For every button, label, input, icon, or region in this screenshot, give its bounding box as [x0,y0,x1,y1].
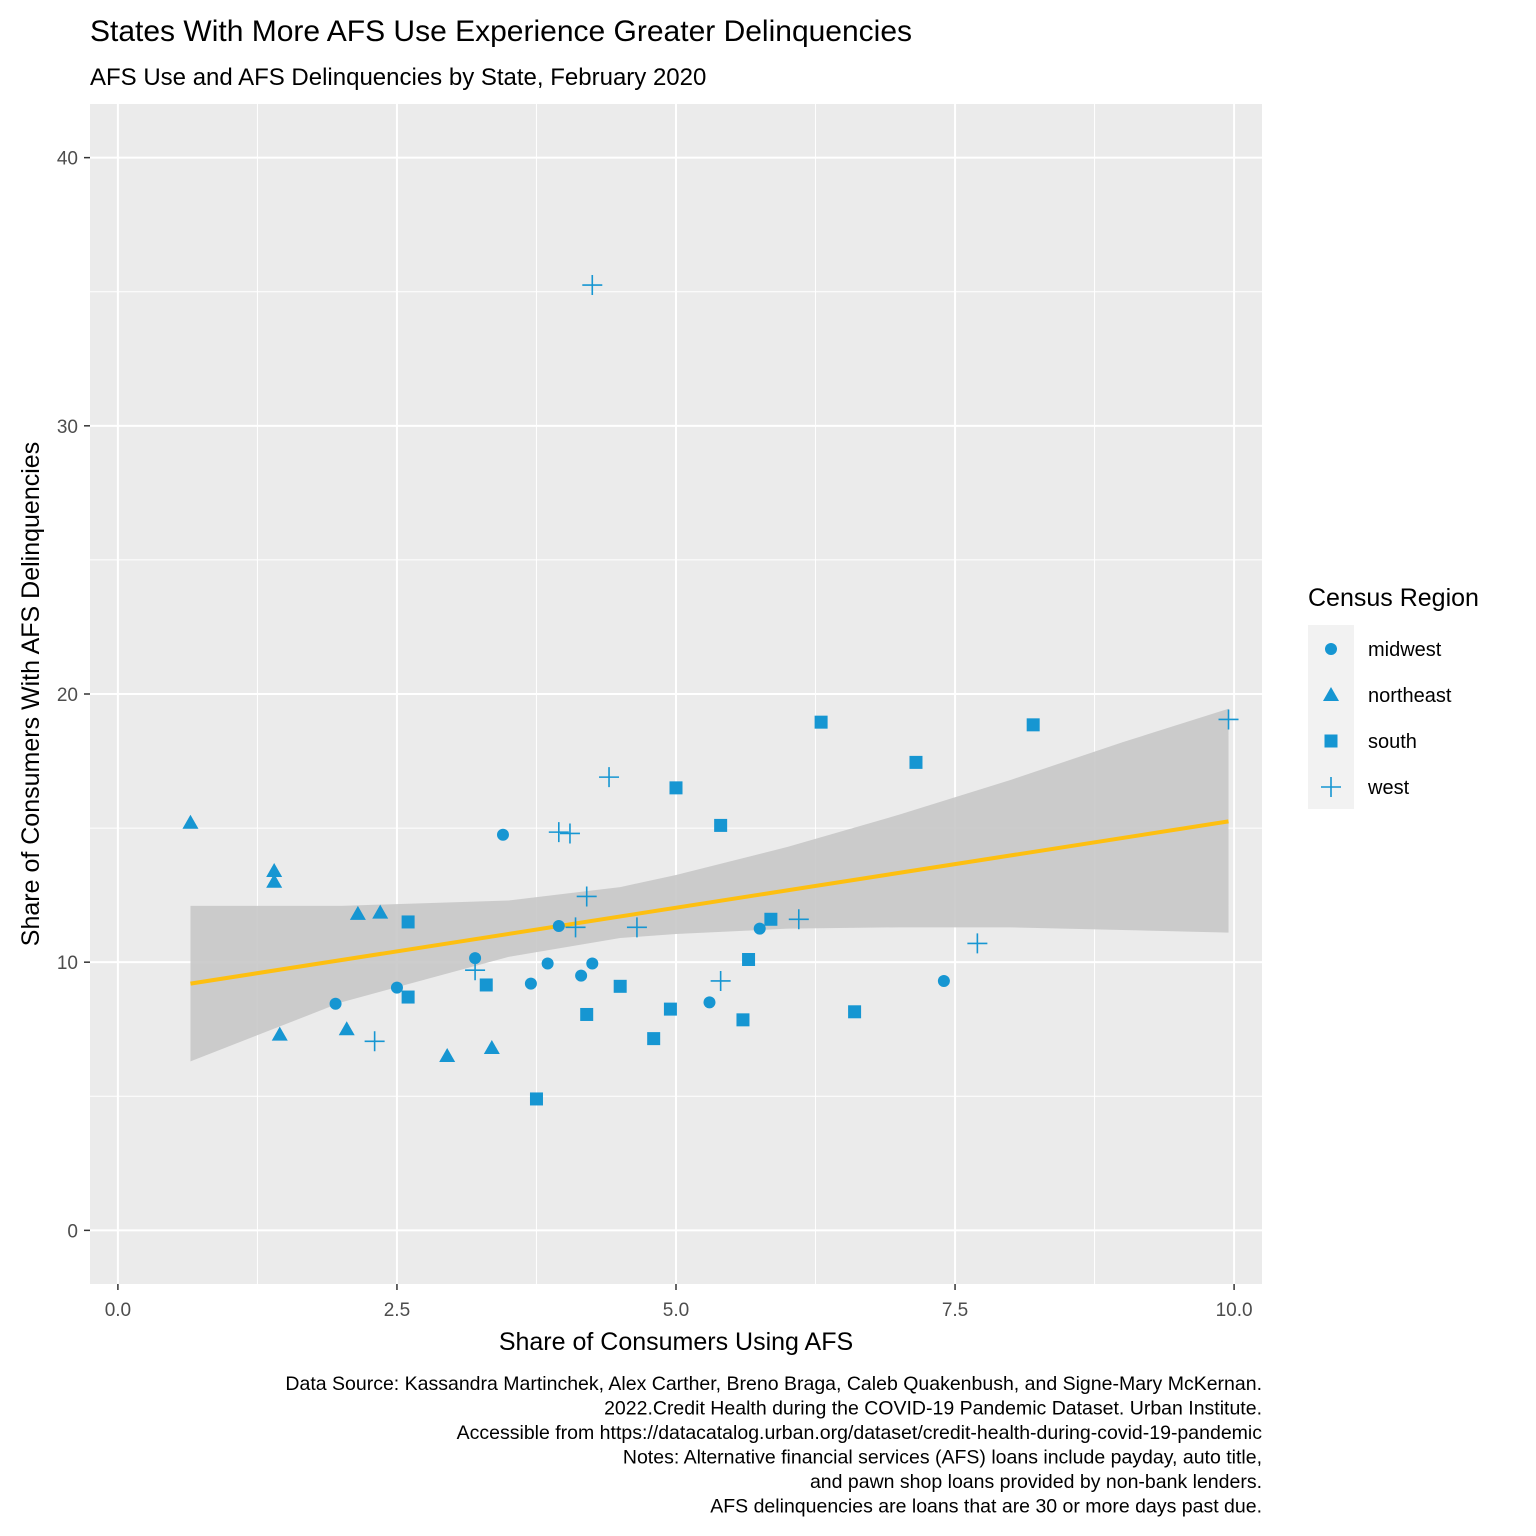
chart-title: States With More AFS Use Experience Grea… [90,15,912,48]
x-tick-label: 5.0 [663,1300,689,1321]
point-west [465,960,486,981]
point-midwest [329,997,342,1010]
point-south [848,1005,862,1019]
y-tick-label: 0 [67,1221,78,1242]
caption: Data Source: Kassandra Martinchek, Alex … [285,1373,1262,1518]
y-axis: 0 10 20 30 40 [57,149,90,1242]
point-northeast [271,1026,288,1041]
legend-key-south [1324,734,1338,748]
x-tick-label: 2.5 [384,1300,410,1321]
point-south [479,978,493,992]
point-northeast [266,863,283,877]
caption-line: Accessible from https://datacatalog.urba… [457,1422,1263,1444]
point-south [669,781,683,795]
point-northeast [372,904,389,919]
caption-line: Notes: Alternative financial services (A… [623,1447,1262,1469]
x-tick-label: 0.0 [105,1300,131,1321]
point-midwest [586,957,599,970]
point-west [788,909,809,930]
x-axis-title: Share of Consumers Using AFS [499,1328,853,1356]
point-northeast [349,905,366,920]
legend-title: Census Region [1308,584,1479,612]
point-south [742,953,756,966]
legend: Census Region midwest northeast south west [1308,584,1479,809]
point-midwest [541,957,554,970]
confidence-band [190,708,1229,1062]
point-west [967,933,988,954]
point-south [401,915,415,929]
point-south [714,818,728,832]
caption-line: AFS delinquencies are loans that are 30 … [710,1496,1262,1518]
y-axis-title: Share of Consumers With AFS Delinquencie… [17,442,45,946]
point-west [710,970,731,991]
point-northeast [483,1040,500,1054]
point-south [647,1032,661,1046]
grid-major [90,104,1262,1284]
point-midwest [552,919,565,932]
point-south [613,979,627,993]
legend-label-midwest: midwest [1368,639,1442,661]
legend-key-northeast [1323,687,1339,701]
point-south [764,912,778,926]
point-west [576,886,597,907]
caption-line: and pawn shop loans provided by non-bank… [810,1471,1262,1493]
point-south [663,1002,677,1016]
point-midwest [753,922,766,935]
legend-label-northeast: northeast [1368,685,1452,707]
legend-entries: midwest northeast south west [1308,625,1452,809]
y-tick-label: 10 [57,953,78,974]
point-northeast [182,814,199,829]
legend-key-midwest [1325,643,1337,655]
point-midwest [524,977,537,990]
point-west [565,917,586,938]
point-south [580,1007,594,1021]
point-west [1218,709,1239,730]
point-northeast [266,873,283,888]
point-midwest [496,828,509,841]
point-south [736,1013,750,1027]
point-south [401,990,415,1004]
point-midwest [937,974,950,987]
y-tick-label: 30 [57,417,78,438]
point-west [582,275,603,296]
x-tick-label: 7.5 [942,1300,968,1321]
point-south [814,715,828,729]
y-tick-label: 20 [57,685,78,706]
legend-label-west: west [1367,777,1410,799]
point-midwest [390,981,403,994]
point-midwest [469,952,482,965]
point-northeast [439,1048,456,1063]
y-tick-label: 40 [57,149,78,170]
legend-label-south: south [1368,731,1417,753]
point-west [559,823,580,844]
caption-line: 2022.Credit Health during the COVID-19 P… [604,1398,1262,1420]
point-south [909,755,923,769]
point-midwest [575,969,588,982]
point-west [364,1031,385,1052]
legend-key-west [1321,777,1341,797]
caption-line: Data Source: Kassandra Martinchek, Alex … [285,1373,1262,1395]
chart-subtitle: AFS Use and AFS Delinquencies by State, … [90,64,706,91]
point-south [1026,718,1040,732]
point-south [529,1092,543,1106]
x-tick-label: 10.0 [1216,1300,1253,1321]
point-west [599,767,620,788]
trend-line [190,819,1229,986]
x-axis: 0.0 2.5 5.0 7.5 10.0 [105,1284,1253,1321]
point-northeast [338,1021,355,1036]
data-points [182,275,1239,1106]
point-midwest [703,996,716,1009]
point-west [626,917,647,938]
point-west [548,822,569,843]
